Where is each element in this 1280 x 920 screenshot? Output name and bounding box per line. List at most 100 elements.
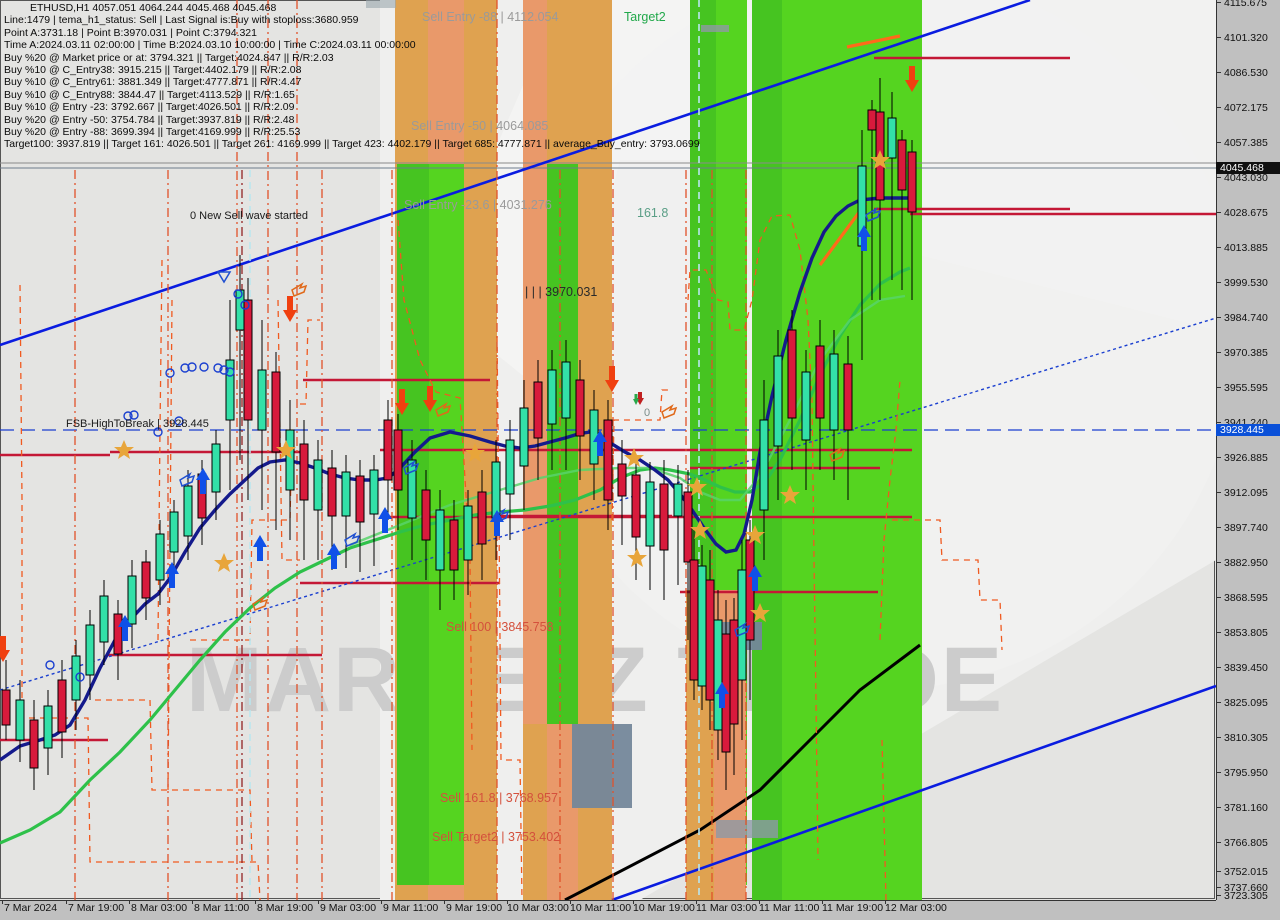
- time-label: 8 Mar 03:00: [131, 902, 188, 914]
- info-line-5: Buy %10 @ C_Entry61: 3881.349 || Target:…: [4, 76, 302, 89]
- time-label: 9 Mar 19:00: [446, 902, 503, 914]
- price-tick-label: 3839.450: [1224, 662, 1268, 674]
- time-tick: [822, 900, 823, 904]
- time-label: 7 Mar 2024: [4, 902, 58, 914]
- time-label: 10 Mar 19:00: [633, 902, 695, 914]
- price-tick-label: 3781.160: [1224, 802, 1268, 814]
- annotation-sell-1618: Sell 161.8 | 3768.957: [440, 791, 558, 805]
- time-tick: [318, 900, 319, 904]
- price-tick: 3955.595: [1216, 382, 1280, 394]
- fractal-dots: [45, 289, 250, 682]
- price-tick: 3984.740: [1216, 312, 1280, 324]
- price-tick-label: 3912.095: [1224, 487, 1268, 499]
- price-tick-label: 3926.885: [1224, 452, 1268, 464]
- time-label: 12 Mar 03:00: [885, 902, 947, 914]
- info-line-0: Line:1479 | tema_h1_status: Sell | Last …: [4, 14, 359, 27]
- price-tick-label: 3970.385: [1224, 347, 1268, 359]
- price-tick: 3970.385: [1216, 347, 1280, 359]
- info-line-9: Buy %20 @ Entry -88: 3699.394 || Target:…: [4, 126, 301, 139]
- price-tick: 3766.805: [1216, 837, 1280, 849]
- price-tick-label: 3723.305: [1224, 890, 1268, 902]
- price-tick-label: 3853.805: [1224, 627, 1268, 639]
- annotation-fib-1618: 161.8: [637, 206, 669, 220]
- price-axis-line: [1216, 0, 1217, 900]
- price-tick: 3825.095: [1216, 697, 1280, 709]
- annotation-sell-target2: Sell Target2 | 3753.402: [432, 830, 561, 844]
- time-label: 8 Mar 19:00: [257, 902, 314, 914]
- info-line-2: Time A:2024.03.11 02:00:00 | Time B:2024…: [4, 39, 416, 52]
- price-tick: 3912.095: [1216, 487, 1280, 499]
- price-tick: 4072.175: [1216, 102, 1280, 114]
- price-tick: 3999.530: [1216, 277, 1280, 289]
- time-tick: [444, 900, 445, 904]
- time-tick: [2, 900, 3, 904]
- price-tick-label: 4057.385: [1224, 137, 1268, 149]
- time-label: 10 Mar 11:00: [570, 902, 632, 914]
- time-tick: [633, 900, 634, 904]
- price-tick: 3853.805: [1216, 627, 1280, 639]
- time-tick: [255, 900, 256, 904]
- info-line-1: Point A:3731.18 | Point B:3970.031 | Poi…: [4, 26, 257, 39]
- info-line-10: Target100: 3937.819 || Target 161: 4026.…: [4, 138, 700, 151]
- svg-text:0: 0: [644, 407, 650, 419]
- price-tick-label: 3999.530: [1224, 277, 1268, 289]
- time-label: 11 Mar 19:00: [822, 902, 884, 914]
- price-tick: 4028.675: [1216, 207, 1280, 219]
- time-tick: [759, 900, 760, 904]
- price-tick: 4086.530: [1216, 67, 1280, 79]
- time-label: 11 Mar 11:00: [759, 902, 820, 914]
- price-tick: 3723.305: [1216, 890, 1280, 902]
- price-tick-label: 3795.950: [1224, 767, 1268, 779]
- price-tick-label: 4072.175: [1224, 102, 1268, 114]
- price-tick-label: 3810.305: [1224, 732, 1268, 744]
- price-tick-label: 3955.595: [1224, 382, 1268, 394]
- time-tick: [570, 900, 571, 904]
- price-tick: 4115.675: [1216, 0, 1280, 9]
- time-tick: [381, 900, 382, 904]
- price-tick: 4013.885: [1216, 242, 1280, 254]
- price-tick-label: 4115.675: [1224, 0, 1268, 9]
- symbol-ohlc-line: ETHUSD,H1 4057.051 4064.244 4045.468 404…: [30, 2, 277, 14]
- price-tick-label: 3766.805: [1224, 837, 1268, 849]
- price-tick-label: 3752.015: [1224, 866, 1268, 878]
- price-tick: 3839.450: [1216, 662, 1280, 674]
- price-tick: 3752.015: [1216, 866, 1280, 878]
- info-line-4: Buy %10 @ C_Entry38: 3915.215 || Target:…: [4, 64, 302, 77]
- time-label: 9 Mar 11:00: [383, 902, 439, 914]
- time-label: 8 Mar 11:00: [194, 902, 250, 914]
- small-orange-arrows: [252, 282, 846, 611]
- price-axis[interactable]: 4115.675 4101.320 4086.530 4072.175 4057…: [1216, 0, 1280, 902]
- price-tick: 3882.950: [1216, 557, 1280, 569]
- time-axis[interactable]: 7 Mar 2024 7 Mar 19:00 8 Mar 03:00 8 Mar…: [0, 900, 1280, 920]
- price-tick: 3795.950: [1216, 767, 1280, 779]
- price-tick-label: 3882.950: [1224, 557, 1268, 569]
- price-tick: 3868.595: [1216, 592, 1280, 604]
- annotation-new-sell-wave: 0 New Sell wave started: [190, 210, 308, 222]
- chart-plot-area[interactable]: MARKETZ TRADE: [0, 0, 1216, 900]
- price-tick-label: 3897.740: [1224, 522, 1268, 534]
- price-tick: 4043.030: [1216, 172, 1280, 184]
- level-price-tag: 3928.445: [1216, 424, 1280, 436]
- support-lines: [0, 56, 1216, 742]
- annotation-fsb-hightobreak: FSB-HighToBreak | 3928.445: [66, 418, 209, 430]
- annotation-point-b-level: | | | 3970.031: [525, 285, 598, 299]
- price-tick: 3926.885: [1216, 452, 1280, 464]
- time-label: 11 Mar 03:00: [696, 902, 758, 914]
- price-tick-label: 3737.660: [1224, 882, 1268, 894]
- time-label: 9 Mar 03:00: [320, 902, 377, 914]
- chart-info-header: ETHUSD,H1 4057.051 4064.244 4045.468 404…: [4, 2, 700, 151]
- annotation-sell-100: Sell 100 | 3845.758: [446, 620, 554, 634]
- info-line-3: Buy %20 @ Market price or at: 3794.321 |…: [4, 51, 334, 64]
- price-tick-label: 4086.530: [1224, 67, 1268, 79]
- time-tick: [129, 900, 130, 904]
- info-line-8: Buy %20 @ Entry -50: 3754.784 || Target:…: [4, 113, 295, 126]
- price-tick: 3781.160: [1216, 802, 1280, 814]
- annotation-sell-entry-236: Sell Entry -23.6 | 4031.276: [404, 198, 552, 212]
- last-price-tag: 4045.468: [1216, 162, 1280, 174]
- last-price-value: 4045.468: [1220, 162, 1264, 174]
- info-line-7: Buy %10 @ Entry -23: 3792.667 || Target:…: [4, 101, 295, 114]
- price-tick: 3737.660: [1216, 882, 1280, 894]
- projection-lines: [0, 317, 1216, 691]
- ma-fast-blue: [0, 196, 912, 762]
